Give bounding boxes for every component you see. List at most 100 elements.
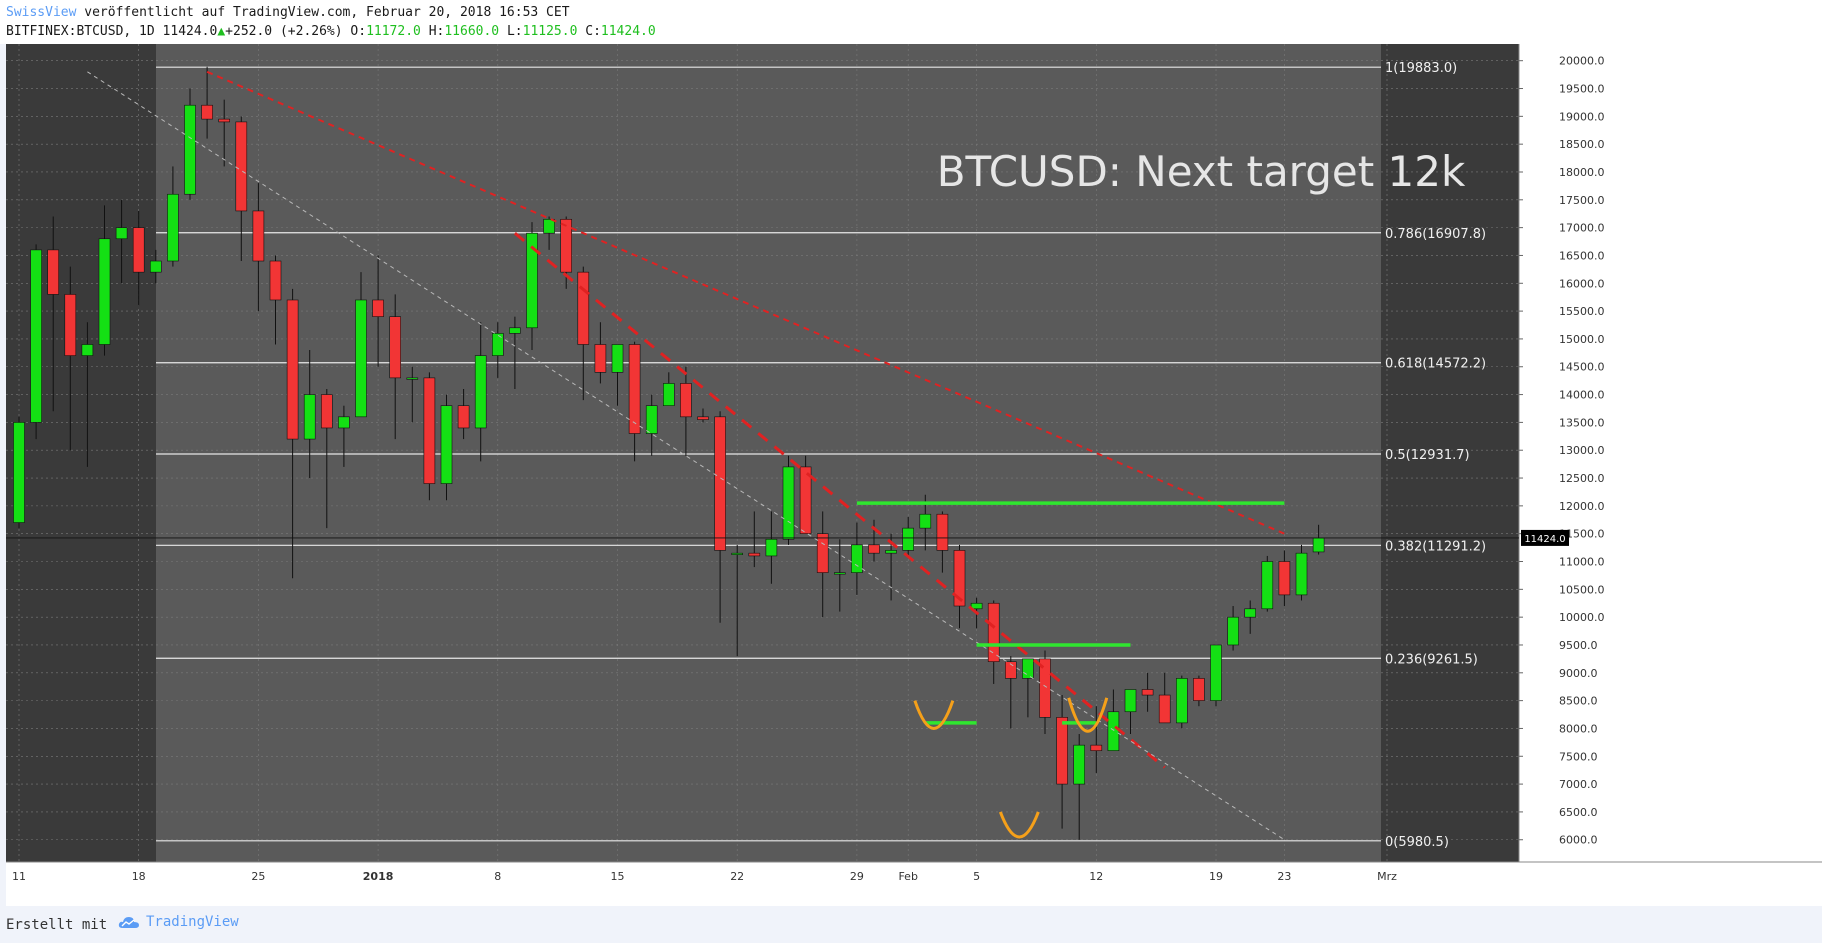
price-tick-label: 9500.0 [1559,639,1598,652]
candle-body [1158,694,1171,724]
candle-body [13,422,25,523]
symbol-label: BITFINEX:BTCUSD, 1D [6,24,155,39]
pattern-arc [913,700,955,730]
price-tick-label: 12000.0 [1559,500,1605,513]
candle-body [543,218,555,234]
candle [1261,555,1274,612]
candle [372,255,384,367]
candle [235,116,248,262]
candle [645,394,658,456]
time-tick-label: 15 [611,870,625,883]
tradingview-link[interactable]: TradingView [118,914,239,930]
candle [748,511,761,568]
candle-body [782,466,795,540]
candle-body [1107,711,1120,752]
candle-body [1312,537,1325,553]
price-tick-label: 9000.0 [1559,667,1598,680]
current-price-tag [1521,529,1569,546]
current-price-label: 11424.0 [1524,534,1565,545]
fib-region [156,44,1381,862]
candle-body [851,544,863,573]
published-text: veröffentlicht auf TradingView.com, Febr… [84,5,570,20]
candle-body [1124,689,1137,713]
candle-body [252,210,265,262]
candle-body [235,121,248,212]
price-tick-label: 11500.0 [1559,528,1605,541]
footer: Erstellt mit TradingView [0,906,1822,943]
candle-body [81,344,94,356]
candle [440,394,453,501]
time-tick-label: Mrz [1377,870,1397,883]
candle-body [1261,561,1274,610]
candle [714,411,726,623]
open-label: O: [350,24,367,39]
candle-body [98,238,111,345]
candle-body [1039,658,1051,718]
candle-body [1004,661,1017,679]
open-value: 11172.0 [366,24,421,39]
candle-body [560,218,573,273]
candle [303,350,316,479]
candle [81,322,94,467]
candle [13,416,25,529]
candle-body [987,602,1000,662]
price-tick-label: 17500.0 [1559,194,1605,207]
publish-info: SwissView veröffentlicht auf TradingView… [6,5,570,20]
price-tick-label: 13000.0 [1559,444,1605,457]
candle [1158,672,1171,724]
candle [680,366,692,456]
candle [1090,706,1103,773]
price-change: +252.0 (+2.26%) [225,24,343,39]
candle-body [885,550,897,554]
candle-body [731,552,744,555]
candle [1056,695,1068,829]
candle [1227,606,1239,651]
candle-body [30,249,42,423]
candle [662,372,675,407]
candle-body [184,104,196,195]
trendline-grey-diag [87,71,1285,841]
time-tick-label: 8 [494,870,501,883]
price-tick-label: 18000.0 [1559,166,1605,179]
candle-body [1210,644,1222,701]
candlestick-chart[interactable]: 6000.0 6500.0 7000.0 7500.0 8000.0 8500.0 9000… [6,44,1822,906]
candle [936,511,949,573]
price-tick-label: 14000.0 [1559,389,1605,402]
inverse-head-shoulders [913,697,1109,839]
candle [1193,675,1205,707]
price-tick-label: 11000.0 [1559,556,1605,569]
author-link[interactable]: SwissView [6,5,77,20]
candle [218,99,230,167]
candle [765,511,778,584]
candle-body [714,416,726,551]
candle-body [748,552,761,557]
candle [731,544,744,657]
last-price: 11424.0 [162,24,218,39]
candle-body [303,394,316,440]
candle-body [526,232,538,329]
price-tick-label: 7500.0 [1559,750,1598,763]
up-arrow-icon: ▲ [217,24,226,39]
candle [1039,650,1051,735]
candle-body [902,527,915,551]
candle-body [645,405,658,434]
candle-body [338,416,350,429]
candle-body [320,394,333,429]
chart-area[interactable]: 6000.0 6500.0 7000.0 7500.0 8000.0 8500.0 9000… [6,44,1822,906]
price-axis: 6000.0 6500.0 7000.0 7500.0 8000.0 8500.0 9000… [1519,55,1605,847]
candle-body [662,383,675,407]
candle [509,316,521,390]
candle [406,366,419,423]
made-with-label: Erstellt mit [6,917,108,933]
candle [594,322,607,384]
candle-body [491,333,504,356]
candle [987,600,1000,684]
candle-body [286,299,299,440]
price-tick-label: 6500.0 [1559,806,1598,819]
candle-body [1090,744,1103,752]
candle-body [457,405,470,429]
candle-body [1295,552,1308,596]
trendline-red-long [206,70,1285,535]
fib-label: 0.382(11291.2) [1385,539,1486,554]
candle [1295,544,1308,601]
